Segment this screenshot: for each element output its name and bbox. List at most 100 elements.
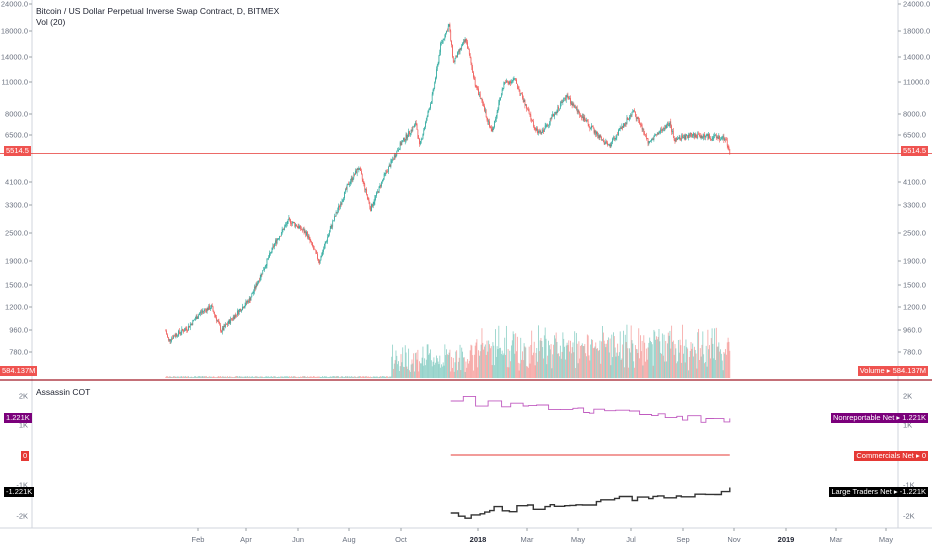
- candle-body: [506, 80, 507, 83]
- candle-body: [452, 45, 453, 57]
- volume-bar: [441, 364, 442, 378]
- symbol-title[interactable]: Bitcoin / US Dollar Perpetual Inverse Sw…: [36, 6, 280, 16]
- volume-series: [165, 324, 731, 378]
- volume-bar: [300, 376, 302, 378]
- candle-body: [275, 240, 277, 244]
- volume-bar: [510, 361, 512, 378]
- volume-bar: [385, 376, 387, 378]
- candle-body: [355, 170, 356, 175]
- volume-bar: [373, 376, 375, 378]
- candle-body: [304, 231, 306, 233]
- candle-body: [618, 128, 620, 130]
- volume-bar: [624, 334, 626, 378]
- candle-body: [384, 173, 386, 174]
- volume-bar: [568, 340, 570, 378]
- volume-bar: [262, 376, 264, 378]
- volume-bar: [511, 340, 513, 378]
- candle-body: [616, 134, 618, 138]
- volume-bar: [354, 376, 356, 378]
- candle-body: [201, 311, 203, 313]
- candle-body: [249, 298, 251, 301]
- candle-body: [395, 155, 397, 157]
- volume-bar: [711, 328, 713, 378]
- candle-body: [427, 111, 429, 117]
- volume-bar: [469, 350, 471, 378]
- volume-bar: [422, 346, 424, 378]
- candle-body: [388, 164, 390, 167]
- volume-bar: [444, 344, 446, 378]
- volume-bar: [632, 343, 634, 378]
- candle-body: [341, 201, 343, 205]
- volume-bar: [683, 345, 685, 378]
- volume-bar: [404, 345, 406, 378]
- volume-bar: [511, 345, 512, 378]
- volume-bar: [488, 340, 490, 378]
- price-tick-label-left: 1500.0: [5, 281, 28, 290]
- candle-body: [416, 124, 418, 130]
- candle-body: [704, 135, 706, 138]
- candle-body: [364, 183, 366, 190]
- cot-legend: Assassin COT: [36, 387, 90, 398]
- candle-body: [666, 125, 667, 129]
- volume-bar: [207, 377, 209, 378]
- volume-bar: [333, 376, 335, 378]
- candle-body: [691, 133, 693, 137]
- volume-indicator-label[interactable]: Vol (20): [36, 17, 66, 27]
- price-tick-label-left: 11000.0: [1, 78, 28, 87]
- candle-body: [270, 252, 272, 253]
- cot-tick-label-right: -2K: [903, 512, 915, 521]
- volume-bar: [228, 376, 230, 378]
- volume-bar: [245, 376, 247, 378]
- candle-body: [504, 82, 506, 83]
- candle-body: [387, 171, 388, 173]
- candle-body: [393, 159, 394, 161]
- volume-bar: [536, 348, 538, 378]
- volume-bar: [454, 362, 456, 378]
- candle-body: [345, 189, 346, 192]
- candle-body: [544, 125, 546, 130]
- candle-body: [215, 314, 216, 318]
- cot-indicator-title[interactable]: Assassin COT: [36, 387, 91, 397]
- volume-bar: [442, 362, 444, 378]
- candle-body: [315, 249, 317, 253]
- volume-bar: [169, 376, 171, 378]
- volume-bar: [282, 376, 284, 378]
- candle-body: [635, 111, 636, 117]
- candle-body: [178, 330, 180, 333]
- volume-bar: [317, 376, 318, 378]
- candle-body: [282, 229, 284, 230]
- volume-bar: [497, 349, 499, 378]
- candle-body: [412, 126, 414, 131]
- candle-body: [527, 108, 528, 110]
- volume-bar: [185, 376, 187, 378]
- volume-bar: [668, 335, 670, 378]
- volume-bar: [295, 376, 297, 378]
- volume-bar: [323, 376, 325, 378]
- volume-bar: [487, 351, 489, 378]
- volume-bar: [418, 371, 420, 378]
- volume-bar: [531, 330, 533, 378]
- price-tick-label-right: 780.0: [903, 348, 922, 357]
- candle-body: [392, 159, 393, 161]
- candle-body: [168, 339, 170, 341]
- volume-bar: [502, 355, 504, 378]
- candle-body: [587, 121, 589, 125]
- candle-body: [661, 129, 662, 131]
- volume-bar: [187, 376, 189, 378]
- candle-body: [694, 134, 696, 138]
- volume-bar: [223, 376, 225, 378]
- candle-body: [565, 96, 567, 100]
- volume-bar: [428, 354, 430, 378]
- candle-body: [478, 88, 479, 96]
- candle-body: [637, 117, 639, 119]
- candle-body: [285, 224, 286, 227]
- volume-bar: [492, 342, 494, 378]
- candle-body: [672, 130, 674, 137]
- candle-body: [394, 155, 396, 157]
- volume-bar: [268, 376, 270, 378]
- volume-bar: [326, 376, 328, 378]
- volume-bar: [395, 350, 397, 378]
- volume-bar: [231, 376, 233, 378]
